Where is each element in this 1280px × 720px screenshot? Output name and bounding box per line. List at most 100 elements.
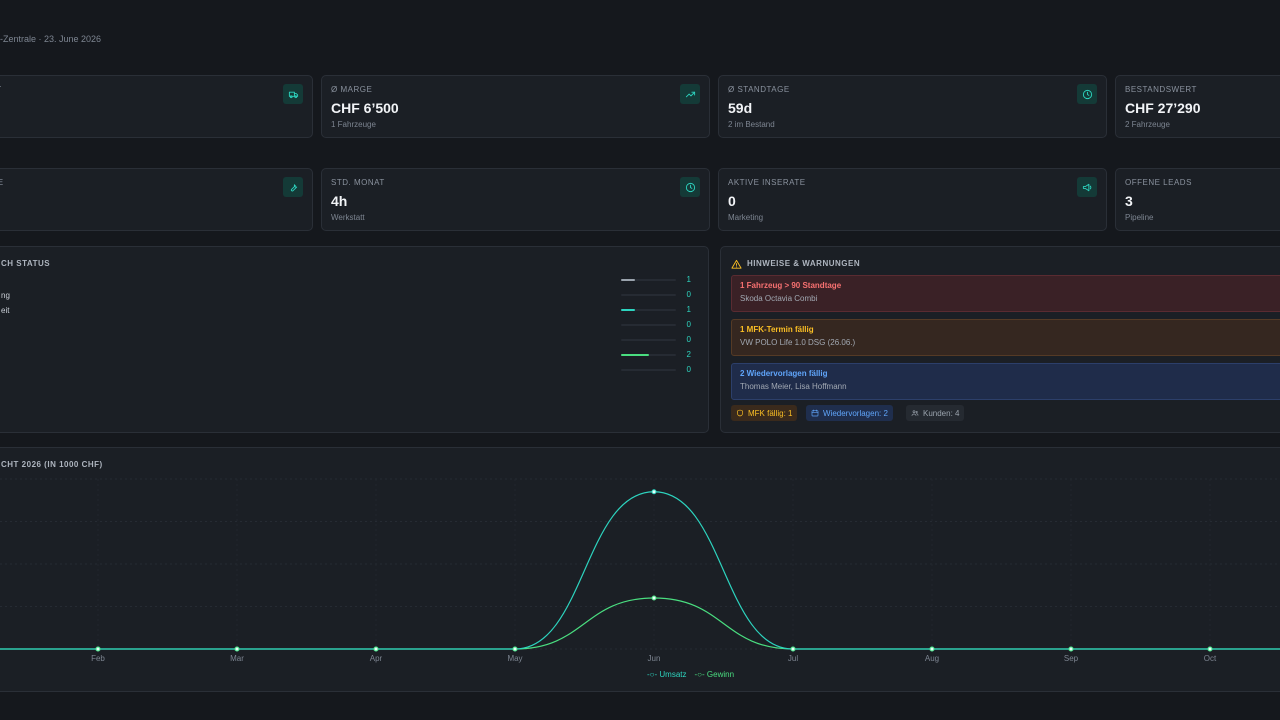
summary-chip[interactable]: Wiedervorlagen: 2 — [806, 405, 893, 421]
kpi-note: Werkstatt — [331, 213, 365, 222]
alert-detail: Skoda Octavia Combi — [740, 294, 818, 303]
data-point-gewinn — [512, 646, 518, 652]
warning-alert[interactable]: 2 Wiedervorlagen fällig Thomas Meier, Lis… — [731, 363, 1280, 400]
series-line-umsatz — [0, 491, 1280, 650]
clock-icon — [680, 177, 700, 197]
warnings-title: HINWEISE & WARNUNGEN — [747, 259, 861, 268]
status-bar-row: 2 — [621, 350, 701, 359]
kpi-label: Ø MARGE — [331, 85, 373, 94]
summary-chip[interactable]: MFK fällig: 1 — [731, 405, 798, 421]
kpi-note: Marketing — [728, 213, 764, 222]
x-tick-label: Jun — [648, 654, 661, 663]
data-point-gewinn — [373, 646, 379, 652]
alert-title: 1 Fahrzeug > 90 Standtage — [740, 281, 842, 290]
legend-item-gewinn[interactable]: -○- Gewinn — [694, 670, 735, 679]
x-tick-label: Apr — [370, 654, 383, 663]
line-chart: Feb Mar Apr May Jun Jul Aug Sep Oct — [0, 478, 1280, 663]
legend-label: Gewinn — [706, 670, 735, 679]
kpi-note: Pipeline — [1125, 213, 1154, 222]
bar-fill — [621, 354, 649, 356]
calendar-icon — [811, 409, 819, 417]
series-line-gewinn — [0, 597, 1280, 650]
status-panel: CH STATUS ng eit 1 0 1 0 0 2 0 — [0, 246, 709, 433]
kpi-card[interactable]: OFFENE LEADS 3 Pipeline — [1115, 168, 1280, 231]
kpi-value: CHF 6’500 — [331, 100, 399, 116]
status-bar-row: 0 — [621, 320, 701, 329]
bar-fill — [621, 279, 635, 281]
kpi-card[interactable]: ATtz — [0, 75, 313, 138]
chart-title: CHT 2026 (IN 1000 CHF) — [1, 460, 103, 469]
chip-label: Wiedervorlagen: 2 — [823, 408, 888, 418]
data-point-gewinn — [1207, 646, 1213, 652]
data-point-gewinn — [1068, 646, 1074, 652]
status-panel-title: CH STATUS — [1, 259, 51, 268]
data-point-gewinn — [929, 646, 935, 652]
kpi-note: 2 Fahrzeuge — [1125, 120, 1170, 129]
warning-triangle-icon — [731, 257, 742, 269]
bar-fill — [621, 309, 635, 311]
data-point-gewinn — [790, 646, 796, 652]
status-bar-row: 0 — [621, 365, 701, 374]
kpi-card[interactable]: GE — [0, 168, 313, 231]
kpi-card[interactable]: AKTIVE INSERATE 0 Marketing — [718, 168, 1107, 231]
x-tick-label: Sep — [1064, 654, 1079, 663]
x-tick-label: May — [507, 654, 522, 663]
data-point-gewinn — [651, 595, 657, 601]
status-count: 0 — [686, 365, 691, 374]
alert-title: 2 Wiedervorlagen fällig — [740, 369, 828, 378]
chart-panel: CHT 2026 (IN 1000 CHF) Feb Mar Apr May Jun Ju… — [0, 447, 1280, 692]
kpi-label: Ø STANDTAGE — [728, 85, 790, 94]
kpi-note: 2 im Bestand — [728, 120, 775, 129]
status-count: 0 — [686, 320, 691, 329]
x-tick-label: Aug — [925, 654, 939, 663]
alert-detail: Thomas Meier, Lisa Hoffmann — [740, 382, 847, 391]
data-point-umsatz — [651, 489, 657, 495]
status-count: 0 — [686, 290, 691, 299]
kpi-value: 4h — [331, 193, 348, 209]
chip-label: Kunden: 4 — [923, 408, 960, 418]
legend-item-umsatz[interactable]: -○- Umsatz — [647, 670, 687, 679]
status-count: 2 — [686, 350, 691, 359]
trending-up-icon — [680, 84, 700, 104]
clock-icon — [1077, 84, 1097, 104]
kpi-value: 59d — [728, 100, 753, 116]
status-bar-row: 0 — [621, 290, 701, 299]
truck-icon — [283, 84, 303, 104]
alert-detail: VW POLO Life 1.0 DSG (26.06.) — [740, 338, 856, 347]
warning-alert[interactable]: 1 Fahrzeug > 90 Standtage Skoda Octavia C… — [731, 275, 1280, 312]
status-label: eit — [1, 306, 10, 315]
status-bar-row: 1 — [621, 305, 701, 314]
kpi-value: CHF 27’290 — [1125, 100, 1201, 116]
kpi-card[interactable]: Ø STANDTAGE 59d 2 im Bestand — [718, 75, 1107, 138]
status-count: 1 — [686, 305, 691, 314]
x-tick-label: Feb — [91, 654, 105, 663]
bar-track — [621, 339, 676, 341]
status-count: 1 — [686, 275, 691, 284]
status-count: 0 — [686, 335, 691, 344]
status-bar-row: 0 — [621, 335, 701, 344]
kpi-label: GE — [0, 178, 4, 187]
summary-chip[interactable]: Kunden: 4 — [906, 405, 965, 421]
kpi-card[interactable]: BESTANDSWERT CHF 27’290 2 Fahrzeuge — [1115, 75, 1280, 138]
megaphone-icon — [1077, 177, 1097, 197]
alert-title: 1 MFK-Termin fällig — [740, 325, 814, 334]
bar-track — [621, 309, 676, 311]
shield-icon — [737, 409, 743, 417]
bar-track — [621, 369, 676, 371]
kpi-value: 3 — [1125, 193, 1133, 209]
kpi-card[interactable]: STD. MONAT 4h Werkstatt — [321, 168, 710, 231]
kpi-card[interactable]: Ø MARGE CHF 6’500 1 Fahrzeuge — [321, 75, 710, 138]
data-point-gewinn — [95, 646, 101, 652]
x-tick-label: Jul — [788, 654, 798, 663]
warnings-panel: HINWEISE & WARNUNGEN 1 Fahrzeug > 90 Sta… — [720, 246, 1280, 433]
warning-alert[interactable]: 1 MFK-Termin fällig VW POLO Life 1.0 DSG … — [731, 319, 1280, 356]
chip-label: MFK fällig: 1 — [748, 408, 793, 418]
status-bar-row: 1 — [621, 275, 701, 284]
wrench-icon — [283, 177, 303, 197]
kpi-label: BESTANDSWERT — [1125, 85, 1197, 94]
x-tick-label: Oct — [1204, 654, 1217, 663]
users-icon — [911, 410, 919, 416]
status-label: ng — [1, 291, 10, 300]
kpi-label: STD. MONAT — [331, 178, 385, 187]
x-tick-label: Mar — [230, 654, 244, 663]
